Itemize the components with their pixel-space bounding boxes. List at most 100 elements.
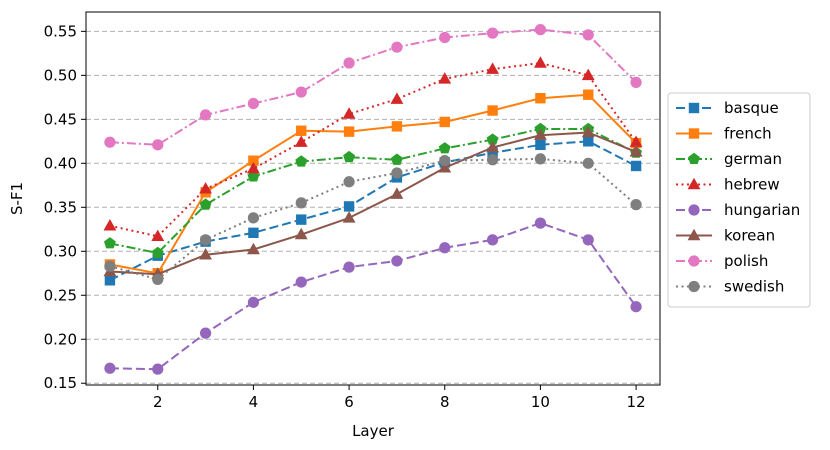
series-line-hebrew — [109, 62, 637, 238]
data-point-swedish — [104, 260, 116, 272]
data-point-hungarian — [486, 234, 499, 246]
legend-entry-hungarian: hungarian — [676, 201, 800, 219]
data-point-french — [487, 105, 498, 116]
series-french — [104, 89, 642, 279]
data-point-swedish — [630, 199, 642, 211]
series-korean — [103, 125, 643, 279]
data-point-german — [438, 142, 451, 154]
data-point-polish — [534, 23, 547, 36]
data-point-hungarian — [247, 296, 260, 308]
data-point-french — [535, 93, 546, 104]
legend-label: german — [724, 150, 782, 168]
data-point-swedish — [295, 197, 307, 209]
data-point-hungarian — [391, 255, 403, 267]
data-point-polish — [439, 31, 451, 44]
legend-label: hungarian — [724, 201, 800, 219]
y-axis: 0.15 0.20 0.25 0.30 0.35 0.40 0.45 0.50 0.55 — [44, 22, 86, 392]
y-tick-label: 0.45 — [44, 110, 77, 128]
data-point-hebrew — [246, 161, 260, 174]
data-point-french — [439, 116, 450, 128]
legend-entry-swedish: swedish — [676, 278, 784, 296]
legend-label: hebrew — [724, 176, 780, 194]
x-tick-label: 12 — [627, 393, 646, 411]
data-point-swedish — [534, 153, 547, 165]
legend-label: french — [724, 125, 772, 143]
data-point-polish — [104, 136, 116, 148]
data-point-hungarian — [582, 234, 594, 246]
data-point-swedish — [343, 176, 355, 188]
legend-label: polish — [724, 252, 768, 270]
data-point-hebrew — [533, 56, 547, 68]
series-line-hungarian — [109, 222, 637, 371]
y-tick-label: 0.40 — [44, 154, 77, 172]
data-point-hebrew — [294, 135, 308, 147]
data-point-korean — [199, 248, 213, 260]
data-point-korean — [342, 211, 356, 223]
data-point-hebrew — [103, 219, 117, 231]
data-point-french — [583, 89, 594, 100]
data-point-korean — [486, 140, 500, 153]
legend-marker — [688, 204, 700, 216]
data-point-hungarian — [295, 276, 307, 288]
data-point-basque — [104, 275, 116, 286]
legend-entry-korean: korean — [676, 227, 775, 245]
series-line-basque — [109, 140, 637, 282]
series-polish — [104, 23, 642, 151]
legend-label: korean — [724, 227, 775, 245]
data-point-basque — [248, 227, 259, 239]
data-point-hebrew — [486, 62, 500, 74]
y-tick-label: 0.50 — [44, 66, 77, 84]
data-point-polish — [247, 97, 260, 110]
series-line-korean — [109, 131, 637, 276]
x-tick-label: 2 — [153, 393, 163, 411]
y-axis-label: S-F1 — [8, 182, 26, 215]
data-point-hebrew — [151, 229, 165, 242]
x-axis-label: Layer — [352, 422, 395, 440]
data-point-korean — [629, 145, 643, 157]
data-point-polish — [391, 41, 403, 53]
data-point-polish — [343, 57, 355, 69]
data-point-korean — [533, 128, 547, 140]
data-point-swedish — [199, 234, 212, 246]
gridlines — [86, 30, 660, 384]
series-line-swedish — [109, 157, 637, 281]
y-tick-label: 0.55 — [44, 22, 77, 40]
data-point-hungarian — [152, 363, 164, 375]
data-point-german — [295, 155, 308, 167]
x-tick-label: 4 — [249, 393, 259, 411]
data-point-hebrew — [581, 68, 595, 81]
data-point-basque — [535, 139, 546, 151]
data-point-swedish — [391, 167, 403, 179]
data-point-german — [199, 198, 212, 210]
data-point-french — [296, 125, 307, 136]
series-line-german — [109, 128, 637, 254]
data-point-polish — [199, 109, 212, 121]
data-point-korean — [294, 227, 308, 240]
data-point-hungarian — [439, 242, 451, 254]
legend-marker — [688, 102, 700, 114]
data-point-polish — [486, 27, 499, 39]
legend-label: swedish — [724, 278, 784, 296]
data-point-polish — [295, 86, 307, 98]
data-point-hebrew — [342, 107, 356, 119]
legend-marker — [687, 228, 701, 241]
series-line-french — [109, 93, 637, 275]
x-tick-label: 10 — [531, 393, 550, 411]
series-swedish — [104, 153, 642, 286]
series-layer — [103, 23, 643, 375]
series-hebrew — [103, 56, 643, 242]
data-point-basque — [343, 201, 355, 212]
legend-marker — [688, 255, 700, 267]
legend: basque french german hebrew hungarian korean p… — [667, 92, 811, 308]
data-point-swedish — [247, 212, 260, 224]
legend-entry-polish: polish — [676, 252, 768, 270]
y-tick-label: 0.25 — [44, 286, 77, 304]
data-point-swedish — [486, 154, 499, 166]
y-tick-label: 0.20 — [44, 330, 77, 348]
series-hungarian — [104, 217, 642, 375]
data-point-hebrew — [629, 135, 643, 147]
data-point-basque — [487, 147, 498, 158]
data-point-hungarian — [104, 362, 116, 374]
data-point-german — [343, 150, 356, 163]
